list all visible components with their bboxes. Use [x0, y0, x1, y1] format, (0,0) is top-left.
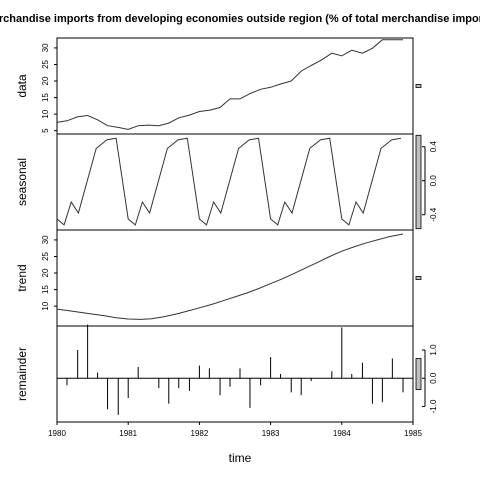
panel-trend: trend 10 15 20 25 30	[15, 230, 421, 326]
y-tick-label: 15	[41, 93, 50, 102]
y-axis-label-data: data	[15, 74, 29, 98]
panel-seasonal: seasonal -0.4 0.0 0.4	[15, 134, 438, 230]
y-tick-label: 20	[41, 76, 50, 85]
scale-bar-data	[416, 85, 421, 88]
y-tick-label: 1.0	[429, 344, 438, 356]
x-tick-label: 1982	[191, 429, 209, 438]
y-tick-label: 20	[41, 268, 50, 277]
series-line-data	[57, 40, 403, 130]
panel-frame-remainder	[57, 326, 413, 422]
scale-bar-remainder	[416, 358, 421, 389]
y-tick-label: 5	[41, 128, 50, 133]
y-tick-label: 0.0	[429, 175, 438, 187]
y-tick-label: 10	[41, 109, 50, 118]
y-tick-label: 30	[41, 235, 50, 244]
y-tick-label: 25	[41, 59, 50, 68]
y-tick-label: -1.0	[429, 399, 438, 413]
panel-frame-seasonal	[57, 134, 413, 230]
panel-frame-trend	[57, 230, 413, 326]
x-tick-label: 1980	[48, 429, 66, 438]
series-line-seasonal	[57, 138, 401, 225]
x-tick-label: 1981	[119, 429, 137, 438]
y-tick-label: 10	[41, 301, 50, 310]
y-axis-label-trend: trend	[15, 264, 29, 291]
x-tick-label: 1983	[262, 429, 280, 438]
scale-bar-seasonal	[416, 135, 421, 228]
y-tick-label: 15	[41, 285, 50, 294]
y-axis-label-seasonal: seasonal	[15, 158, 29, 206]
y-tick-label: -0.4	[429, 207, 438, 221]
y-tick-label: 25	[41, 251, 50, 260]
x-tick-label: 1984	[333, 429, 351, 438]
x-axis-label: time	[229, 451, 252, 465]
panel-data: data 5 10 15 20 25 30	[15, 38, 421, 134]
y-axis-label-remainder: remainder	[15, 347, 29, 401]
x-tick-label: 1985	[404, 429, 422, 438]
chart-title: Merchandise imports from developing econ…	[0, 13, 480, 25]
y-tick-label: 0.0	[429, 372, 438, 384]
scale-bar-trend	[416, 277, 421, 280]
y-tick-label: 30	[41, 43, 50, 52]
panel-remainder: remainder -1.0 0.0 1.0	[15, 325, 438, 422]
series-line-trend	[57, 234, 403, 319]
y-tick-label: 0.4	[429, 141, 438, 153]
